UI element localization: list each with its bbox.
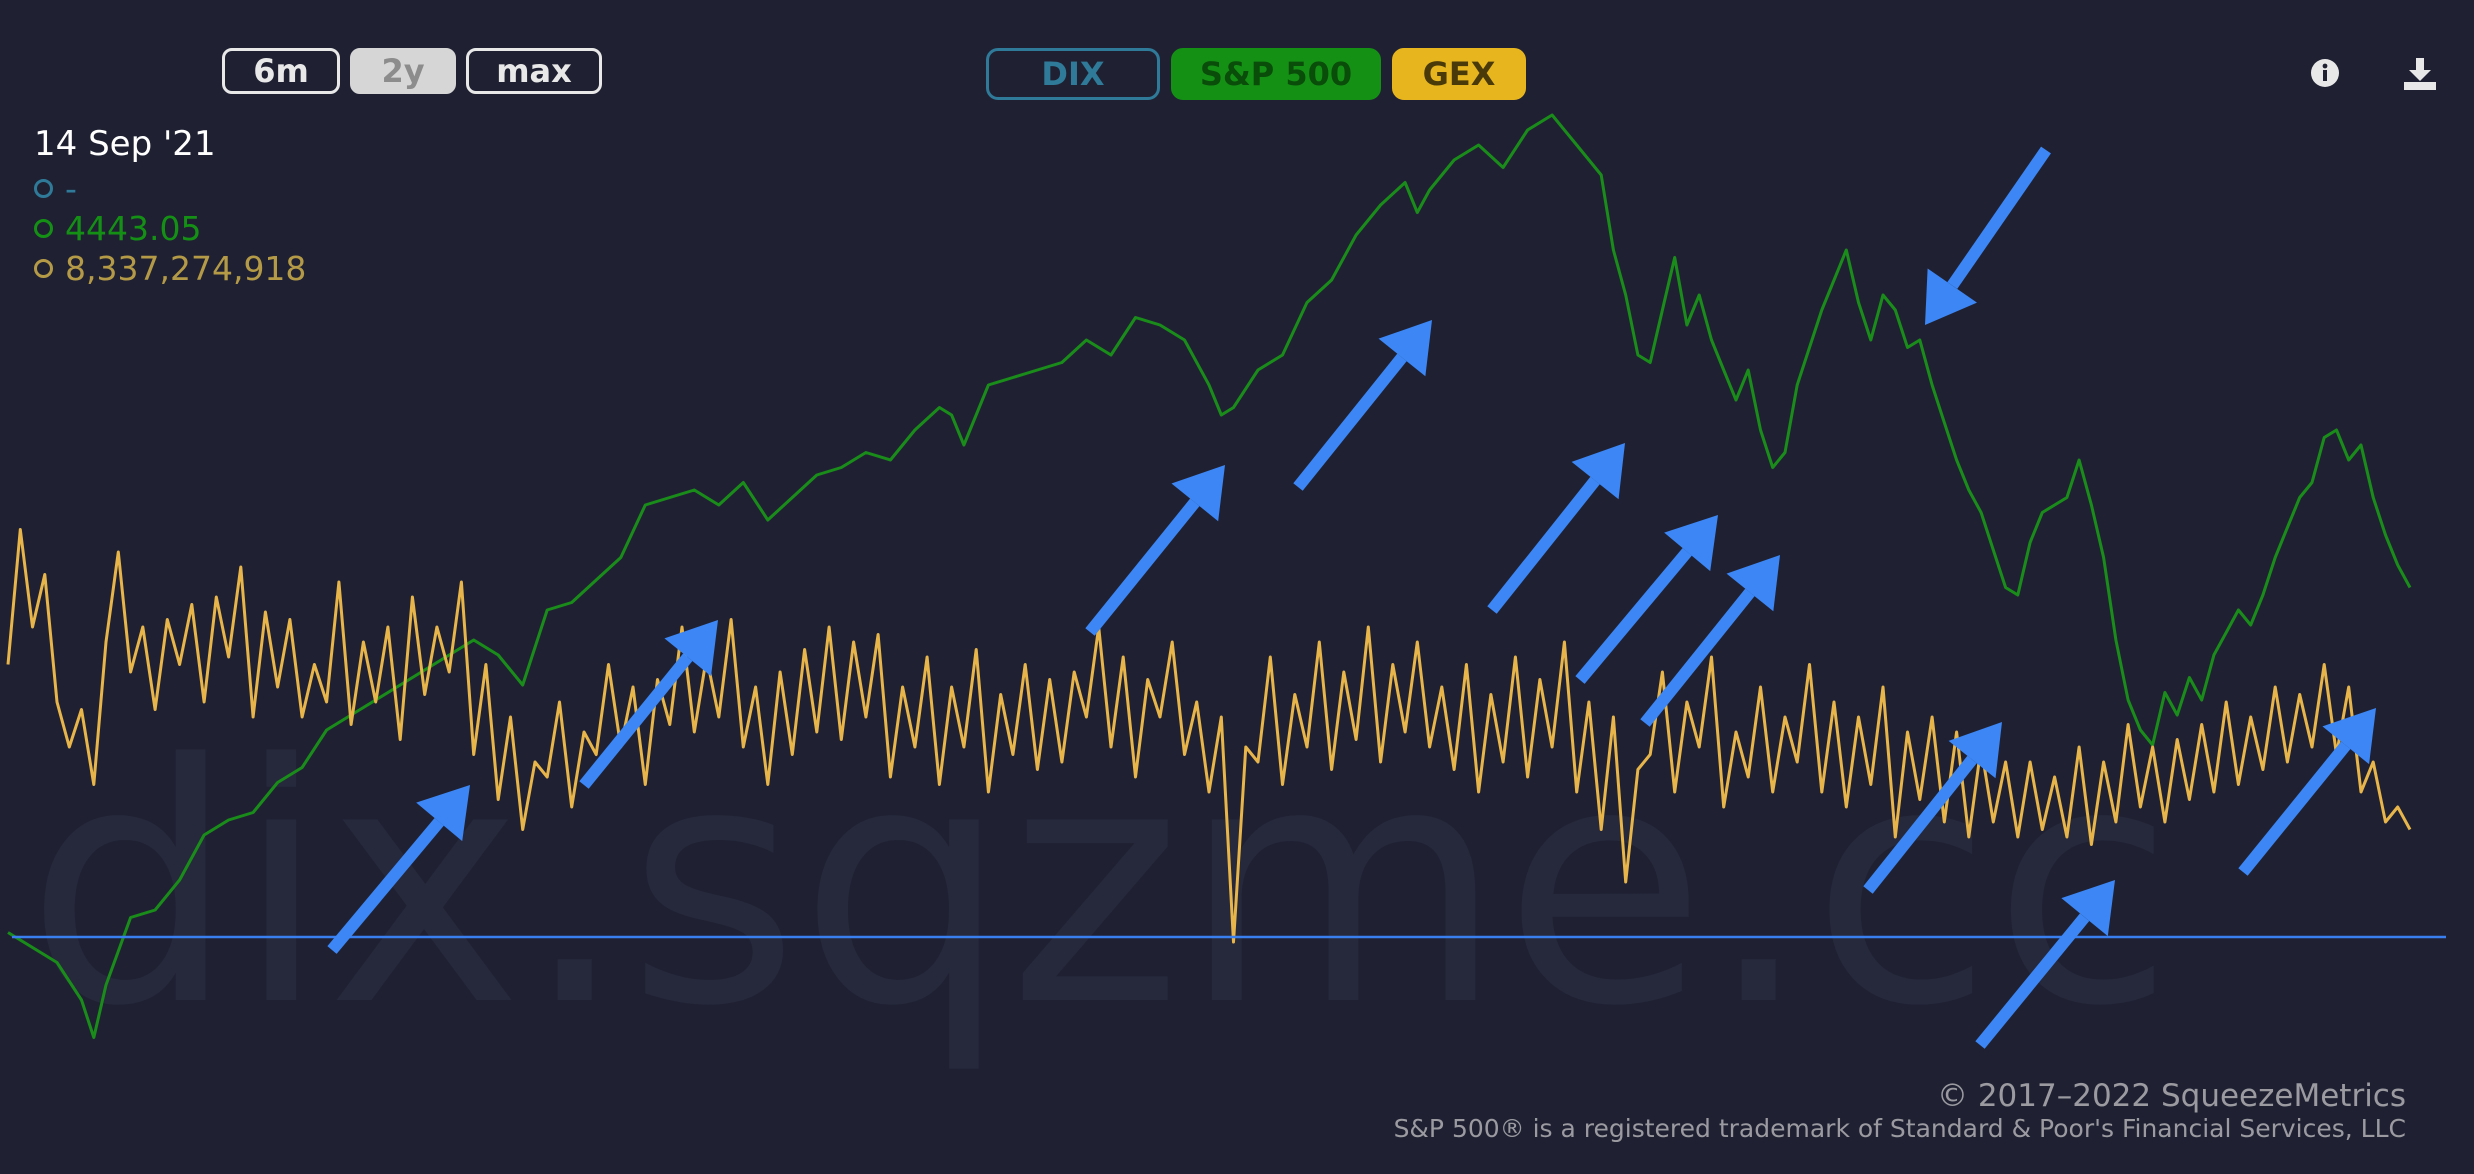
annotation-arrows [327, 146, 2376, 1049]
legend-dix: - [34, 168, 306, 208]
annotation-arrow-shaft [1975, 913, 2090, 1049]
annotation-arrow-shaft [2238, 741, 2351, 876]
legend-sp500: 4443.05 [34, 208, 306, 248]
annotation-arrow-head [1726, 555, 1780, 612]
gex-value: 8,337,274,918 [65, 248, 307, 288]
annotation-arrow-head [1378, 320, 1432, 377]
annotation-arrow-shaft [1863, 755, 1977, 894]
annotation-arrow-head [664, 620, 718, 677]
annotation-arrow-shaft [1575, 547, 1692, 684]
series-layer [6, 113, 2412, 1039]
range-2y-button[interactable]: 2y [350, 48, 456, 94]
range-selector: 6m 2y max [222, 48, 602, 94]
annotation-arrow-head [1571, 443, 1625, 500]
gex-dot [34, 258, 53, 278]
annotation-arrow-head [1664, 515, 1718, 572]
info-icon[interactable] [2310, 58, 2340, 88]
sp500-line [7, 113, 2412, 1039]
series-toggles: DIX S&P 500 GEX [986, 48, 1526, 100]
annotation-arrow-head [1948, 722, 2002, 779]
annotation-arrow-shaft [327, 817, 444, 954]
dix-value: - [65, 168, 77, 208]
range-6m-button[interactable]: 6m [222, 48, 340, 94]
dix-dot [34, 178, 53, 198]
annotation-arrow-head [2061, 880, 2115, 937]
gex-toggle-button[interactable]: GEX [1392, 48, 1526, 100]
annotation-arrow-shaft [1947, 146, 2051, 289]
copyright-text: © 2017–2022 SqueezeMetrics [1936, 1078, 2406, 1114]
sp500-value: 4443.05 [65, 208, 202, 248]
sp500-dot [34, 218, 53, 238]
sp500-toggle-button[interactable]: S&P 500 [1171, 48, 1381, 100]
download-icon[interactable] [2402, 56, 2438, 92]
gex-line [6, 528, 2412, 944]
annotation-arrow-head [1171, 465, 1225, 522]
annotation-arrow-head [1925, 268, 1977, 325]
legend-date: 14 Sep '21 [34, 124, 216, 164]
trademark-text: S&P 500® is a registered trademark of St… [1393, 1114, 2406, 1143]
annotation-arrow-shaft [1293, 353, 1407, 491]
annotation-arrow-shaft [1085, 498, 1200, 636]
legend: 14 Sep '21 - 4443.05 8,337,274,918 [34, 124, 306, 288]
range-max-button[interactable]: max [466, 48, 602, 94]
annotation-arrow-head [416, 785, 470, 842]
annotation-arrow-shaft [579, 653, 693, 789]
annotation-arrow-shaft [1640, 588, 1755, 727]
legend-gex: 8,337,274,918 [34, 248, 306, 288]
dix-toggle-button[interactable]: DIX [986, 48, 1160, 100]
watermark: dix.sqzme.cc [26, 694, 2174, 1078]
annotation-arrow-shaft [1487, 476, 1600, 614]
annotation-arrow-head [2322, 708, 2376, 765]
